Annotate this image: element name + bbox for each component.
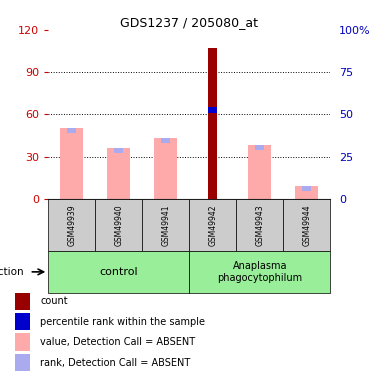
Text: Anaplasma
phagocytophilum: Anaplasma phagocytophilum (217, 261, 302, 283)
Bar (161, 138, 170, 143)
Bar (189, 251, 330, 292)
Text: count: count (40, 296, 68, 306)
Bar (48, 199, 95, 251)
Bar (248, 146, 272, 199)
Text: GSM49942: GSM49942 (208, 204, 217, 246)
Text: GSM49940: GSM49940 (114, 204, 123, 246)
Bar (68, 128, 76, 133)
Bar (236, 199, 283, 251)
Bar (14, 292, 30, 310)
Bar (295, 186, 318, 199)
Bar (209, 48, 217, 199)
Text: GSM49944: GSM49944 (302, 204, 311, 246)
Bar (48, 251, 189, 292)
Bar (256, 146, 264, 150)
Bar (115, 148, 123, 153)
Text: percentile rank within the sample: percentile rank within the sample (40, 316, 205, 327)
Bar (209, 107, 217, 113)
Text: GSM49939: GSM49939 (67, 204, 76, 246)
Text: control: control (99, 267, 138, 277)
Bar (14, 333, 30, 351)
Bar (189, 199, 236, 251)
Text: rank, Detection Call = ABSENT: rank, Detection Call = ABSENT (40, 358, 190, 368)
Title: GDS1237 / 205080_at: GDS1237 / 205080_at (120, 16, 258, 29)
Text: GSM49943: GSM49943 (255, 204, 264, 246)
Bar (283, 199, 330, 251)
Bar (154, 138, 177, 199)
Text: value, Detection Call = ABSENT: value, Detection Call = ABSENT (40, 337, 195, 347)
Bar (302, 186, 311, 191)
Bar (95, 199, 142, 251)
Bar (60, 128, 83, 199)
Bar (107, 148, 131, 199)
Bar (14, 354, 30, 371)
Text: infection: infection (0, 267, 24, 277)
Text: GSM49941: GSM49941 (161, 204, 170, 246)
Bar (142, 199, 189, 251)
Bar (14, 313, 30, 330)
